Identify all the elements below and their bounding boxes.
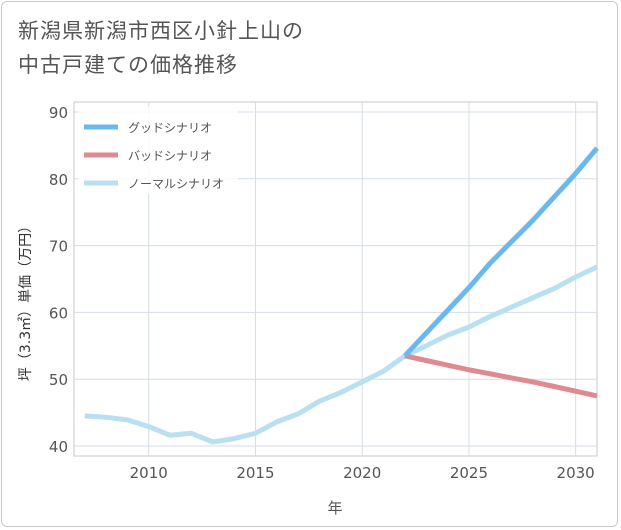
y-tick-label: 60: [49, 304, 68, 322]
x-tick-label: 2025: [450, 464, 488, 482]
legend-box: [78, 106, 238, 194]
legend-label: バッドシナリオ: [128, 149, 212, 163]
axis-ticks: 2010 2015 2020 2025 2030 40 50 60 70 80 90: [49, 104, 595, 482]
x-tick-label: 2020: [343, 464, 381, 482]
x-tick-label: 2015: [236, 464, 274, 482]
title-line-2: 中古戸建ての価格推移: [18, 53, 238, 77]
legend-label: グッドシナリオ: [128, 121, 212, 135]
y-axis-label: 坪（3.3㎡）単価（万円）: [18, 219, 34, 381]
y-tick-label: 70: [49, 238, 68, 256]
x-axis-label: 年: [327, 499, 342, 517]
series-line-1: [404, 353, 598, 399]
y-tick-label: 40: [49, 438, 68, 456]
chart-title: 新潟県新潟市西区小針上山の 中古戸建ての価格推移: [18, 14, 304, 82]
x-tick-label: 2010: [130, 464, 168, 482]
series-line-0: [403, 146, 599, 358]
y-tick-label: 90: [49, 104, 68, 122]
series-line-2: [84, 264, 599, 445]
y-tick-label: 80: [49, 171, 68, 189]
y-tick-label: 50: [49, 371, 68, 389]
legend-label: ノーマルシナリオ: [128, 177, 224, 191]
x-tick-label: 2030: [557, 464, 595, 482]
series-lines: [84, 146, 599, 445]
title-line-1: 新潟県新潟市西区小針上山の: [18, 19, 304, 43]
